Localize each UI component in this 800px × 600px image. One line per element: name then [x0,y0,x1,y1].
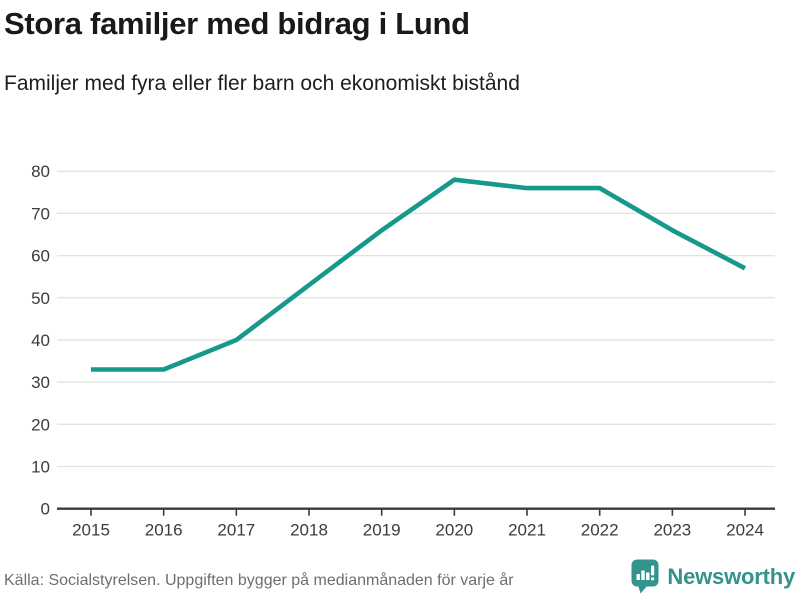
brand-name: Newsworthy [667,563,795,589]
y-tick-label-20: 20 [31,415,50,434]
line-chart: 0 10 20 30 40 50 60 70 80 2015 2016 2017 2018 2019 202… [0,140,800,552]
x-tick-label-2024: 2024 [726,521,764,540]
x-tick-label-2018: 2018 [290,521,328,540]
y-tick-label-10: 10 [31,458,50,477]
x-tick-label-2023: 2023 [653,521,691,540]
x-tick-label-2022: 2022 [581,521,619,540]
x-tick-label-2017: 2017 [217,521,255,540]
page-subtitle: Familjer med fyra eller fler barn och ek… [4,72,520,95]
x-tick-label-2019: 2019 [363,521,401,540]
line-chart-canvas: 0 10 20 30 40 50 60 70 80 2015 2016 2017 2018 2019 202… [31,162,775,540]
page-title: Stora familjer med bidrag i Lund [4,6,470,41]
data-line [91,177,747,372]
y-tick-label-50: 50 [31,289,50,308]
y-tick-label-80: 80 [31,162,50,181]
x-tick-label-2015: 2015 [72,521,110,540]
y-tick-label-60: 60 [31,247,50,266]
y-tick-label-70: 70 [31,204,50,223]
y-tick-label-0: 0 [41,500,50,519]
chart-footer: Källa: Socialstyrelsen. Uppgiften bygger… [0,552,800,600]
x-tick-label-2020: 2020 [435,521,473,540]
x-tick-label-2016: 2016 [145,521,183,540]
y-tick-label-40: 40 [31,331,50,350]
y-tick-label-30: 30 [31,373,50,392]
newsworthy-brand: Newsworthy [631,559,795,594]
newsworthy-logo-icon [631,559,659,594]
source-note: Källa: Socialstyrelsen. Uppgiften bygger… [4,572,514,589]
x-tick-label-2021: 2021 [508,521,546,540]
